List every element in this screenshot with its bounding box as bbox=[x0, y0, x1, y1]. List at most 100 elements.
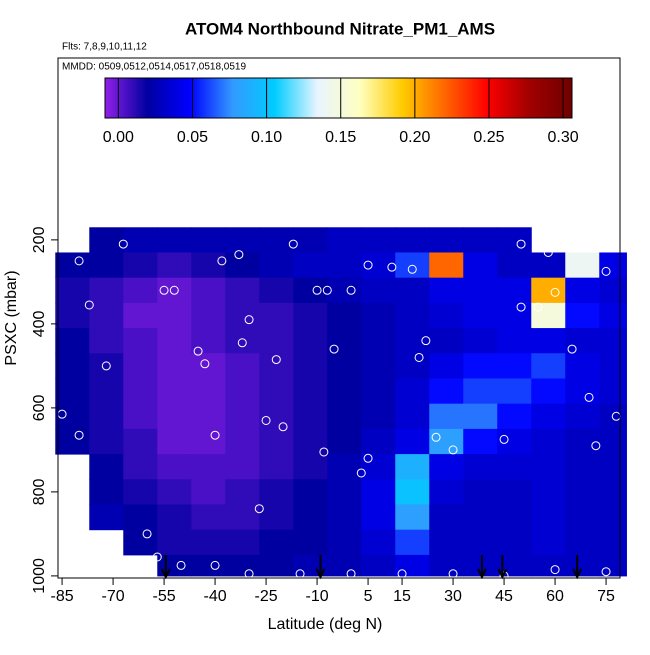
sample-point bbox=[407, 264, 417, 274]
heatmap-cell bbox=[191, 454, 226, 480]
heatmap-cell bbox=[361, 328, 396, 354]
sample-point bbox=[387, 262, 397, 272]
heatmap-cell bbox=[293, 504, 328, 531]
heatmap-cell bbox=[89, 403, 124, 430]
flight-marker-head bbox=[315, 568, 326, 580]
heatmap-cell bbox=[565, 353, 600, 379]
heatmap-cell bbox=[327, 328, 362, 354]
heatmap-cell bbox=[565, 529, 600, 556]
x-tick-label: -85 bbox=[51, 588, 74, 605]
heatmap-cell bbox=[123, 504, 158, 531]
heatmap-cell bbox=[361, 227, 396, 253]
heatmap-cell bbox=[89, 328, 124, 354]
sample-point bbox=[244, 315, 254, 325]
heatmap-cell bbox=[565, 403, 600, 430]
heatmap-cell bbox=[55, 378, 90, 405]
sample-point bbox=[448, 445, 458, 455]
heatmap-cell bbox=[191, 428, 226, 455]
heatmap-cell bbox=[327, 529, 362, 556]
heatmap-cell bbox=[157, 302, 192, 329]
sample-point bbox=[431, 432, 441, 442]
heatmap-cell bbox=[89, 252, 124, 279]
flight-marker-head bbox=[477, 568, 487, 580]
heatmap-cell bbox=[429, 504, 464, 531]
heatmap-cell bbox=[361, 454, 396, 480]
sample-point bbox=[329, 344, 339, 354]
heatmap-cell bbox=[463, 529, 498, 556]
heatmap-cell bbox=[293, 529, 328, 556]
x-tick-label: -25 bbox=[255, 588, 278, 605]
heatmap-cell bbox=[157, 277, 192, 304]
heatmap-cell bbox=[293, 227, 328, 253]
heatmap-cell bbox=[123, 378, 158, 405]
heatmap-cell bbox=[565, 252, 600, 279]
heatmap-cell bbox=[531, 554, 566, 577]
heatmap-cell bbox=[225, 504, 260, 531]
heatmap-cell bbox=[191, 479, 226, 505]
heatmap-cell bbox=[123, 328, 158, 354]
heatmap-cell bbox=[599, 428, 627, 455]
heatmap-cell bbox=[599, 328, 627, 354]
heatmap-cell bbox=[225, 353, 260, 379]
flight-marker bbox=[497, 555, 508, 580]
heatmap-cell bbox=[55, 428, 90, 455]
sample-point bbox=[601, 567, 611, 577]
heatmap-cell bbox=[497, 403, 532, 430]
heatmap-cell bbox=[497, 428, 532, 455]
heatmap-cell bbox=[531, 378, 566, 405]
sample-point bbox=[278, 422, 288, 432]
heatmap-cell bbox=[225, 378, 260, 405]
heatmap-cell bbox=[565, 554, 600, 577]
heatmap-cell bbox=[463, 454, 498, 480]
sample-point bbox=[322, 285, 332, 295]
heatmap-cell bbox=[225, 529, 260, 556]
heatmap-cell bbox=[565, 302, 600, 329]
heatmap-cell bbox=[361, 554, 396, 577]
sample-point bbox=[516, 239, 526, 249]
colorbar-tick-label: 0.30 bbox=[548, 129, 579, 146]
heatmap-cell bbox=[395, 277, 430, 304]
heatmap-cell bbox=[123, 252, 158, 279]
heatmap-cell bbox=[531, 302, 566, 329]
sample-point bbox=[363, 260, 373, 270]
sample-point bbox=[363, 453, 373, 463]
sample-point bbox=[118, 239, 128, 249]
x-tick-label: -70 bbox=[102, 588, 125, 605]
heatmap-cell bbox=[361, 302, 396, 329]
heatmap-cell bbox=[463, 328, 498, 354]
heatmap-cell bbox=[293, 378, 328, 405]
x-tick-label: -40 bbox=[204, 588, 227, 605]
heatmap-cell bbox=[361, 403, 396, 430]
heatmap-cell bbox=[157, 428, 192, 455]
heatmap-cell bbox=[123, 428, 158, 455]
heatmap-cell bbox=[191, 403, 226, 430]
flight-marker-head bbox=[160, 568, 171, 580]
flight-marker-head bbox=[572, 568, 583, 580]
heatmap-cell bbox=[429, 454, 464, 480]
chart-title: ATOM4 Northbound Nitrate_PM1_AMS bbox=[185, 19, 495, 38]
heatmap-cell bbox=[327, 378, 362, 405]
heatmap-cell bbox=[157, 403, 192, 430]
heatmap-cell bbox=[157, 328, 192, 354]
heatmap-cell bbox=[259, 529, 294, 556]
sample-point bbox=[169, 285, 179, 295]
sample-point bbox=[591, 441, 601, 451]
heatmap-cell bbox=[293, 454, 328, 480]
heatmap-cell bbox=[395, 529, 430, 556]
heatmap-cell bbox=[55, 353, 90, 379]
x-tick-label: 5 bbox=[364, 588, 373, 605]
heatmap-cell bbox=[463, 479, 498, 505]
heatmap-cell bbox=[599, 554, 627, 577]
heatmap-cell bbox=[327, 504, 362, 531]
sample-point bbox=[499, 434, 509, 444]
x-tick-label: 15 bbox=[393, 588, 411, 605]
heatmap-cell bbox=[123, 454, 158, 480]
heatmap-cell bbox=[327, 353, 362, 379]
sample-point bbox=[601, 266, 611, 276]
heatmap-cell bbox=[565, 454, 600, 480]
heatmap-cell bbox=[191, 277, 226, 304]
heatmap-cell bbox=[157, 227, 192, 253]
heatmap-cell bbox=[55, 403, 90, 430]
heatmap-cell bbox=[259, 479, 294, 505]
flight-marker bbox=[572, 555, 583, 580]
